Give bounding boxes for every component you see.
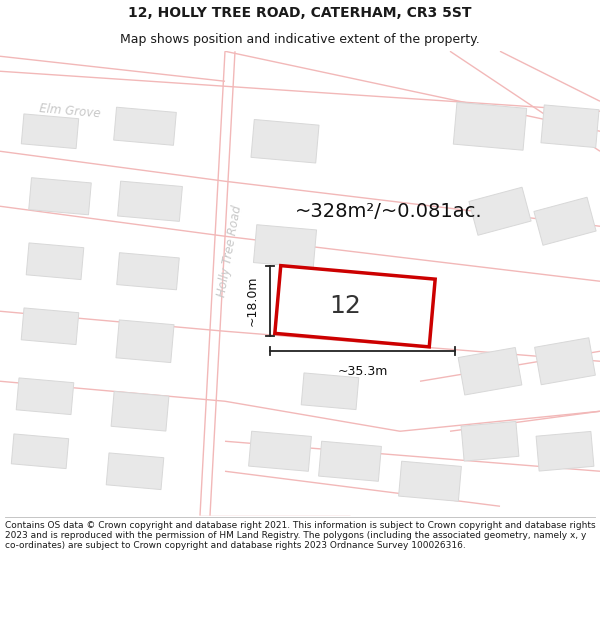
Polygon shape xyxy=(461,421,519,461)
Polygon shape xyxy=(253,225,317,268)
Polygon shape xyxy=(117,253,179,290)
Polygon shape xyxy=(398,461,461,501)
Polygon shape xyxy=(251,119,319,163)
Polygon shape xyxy=(534,198,596,245)
Text: ~35.3m: ~35.3m xyxy=(337,365,388,378)
Polygon shape xyxy=(118,181,182,221)
Polygon shape xyxy=(113,107,176,145)
Polygon shape xyxy=(275,266,435,347)
Polygon shape xyxy=(458,348,522,395)
Polygon shape xyxy=(106,453,164,489)
Polygon shape xyxy=(11,434,69,469)
Polygon shape xyxy=(26,243,84,279)
Polygon shape xyxy=(21,114,79,149)
Text: Holly Tree Road: Holly Tree Road xyxy=(215,204,244,298)
Text: ~328m²/~0.081ac.: ~328m²/~0.081ac. xyxy=(295,202,482,221)
Polygon shape xyxy=(535,338,595,385)
Polygon shape xyxy=(301,373,359,409)
Text: Contains OS data © Crown copyright and database right 2021. This information is : Contains OS data © Crown copyright and d… xyxy=(5,521,596,551)
Polygon shape xyxy=(21,308,79,344)
Polygon shape xyxy=(319,441,382,481)
Text: Map shows position and indicative extent of the property.: Map shows position and indicative extent… xyxy=(120,34,480,46)
Polygon shape xyxy=(454,102,527,150)
Polygon shape xyxy=(248,431,311,471)
Polygon shape xyxy=(16,378,74,414)
Text: 12, HOLLY TREE ROAD, CATERHAM, CR3 5ST: 12, HOLLY TREE ROAD, CATERHAM, CR3 5ST xyxy=(128,6,472,20)
Polygon shape xyxy=(116,320,174,362)
Polygon shape xyxy=(541,105,599,148)
Polygon shape xyxy=(469,188,531,235)
Polygon shape xyxy=(111,391,169,431)
Text: Elm Grove: Elm Grove xyxy=(39,102,101,121)
Polygon shape xyxy=(29,177,91,215)
Text: 12: 12 xyxy=(329,294,361,318)
Text: ~18.0m: ~18.0m xyxy=(245,276,259,326)
Polygon shape xyxy=(536,431,594,471)
